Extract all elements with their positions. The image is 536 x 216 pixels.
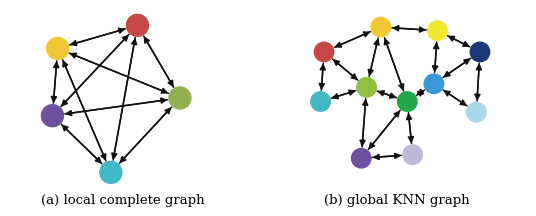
- Circle shape: [424, 74, 444, 94]
- Circle shape: [467, 102, 486, 122]
- Circle shape: [470, 42, 490, 62]
- Circle shape: [311, 92, 330, 111]
- Circle shape: [41, 105, 63, 127]
- Circle shape: [314, 42, 334, 62]
- Circle shape: [126, 14, 148, 36]
- Circle shape: [371, 17, 391, 37]
- Circle shape: [47, 37, 69, 59]
- Circle shape: [100, 161, 122, 183]
- Circle shape: [169, 87, 191, 109]
- Circle shape: [398, 92, 417, 111]
- Text: (a) local complete graph: (a) local complete graph: [41, 194, 205, 207]
- Circle shape: [428, 21, 447, 40]
- Circle shape: [352, 148, 371, 168]
- Text: (b) global KNN graph: (b) global KNN graph: [324, 194, 470, 207]
- Circle shape: [403, 145, 422, 164]
- Circle shape: [357, 78, 376, 97]
